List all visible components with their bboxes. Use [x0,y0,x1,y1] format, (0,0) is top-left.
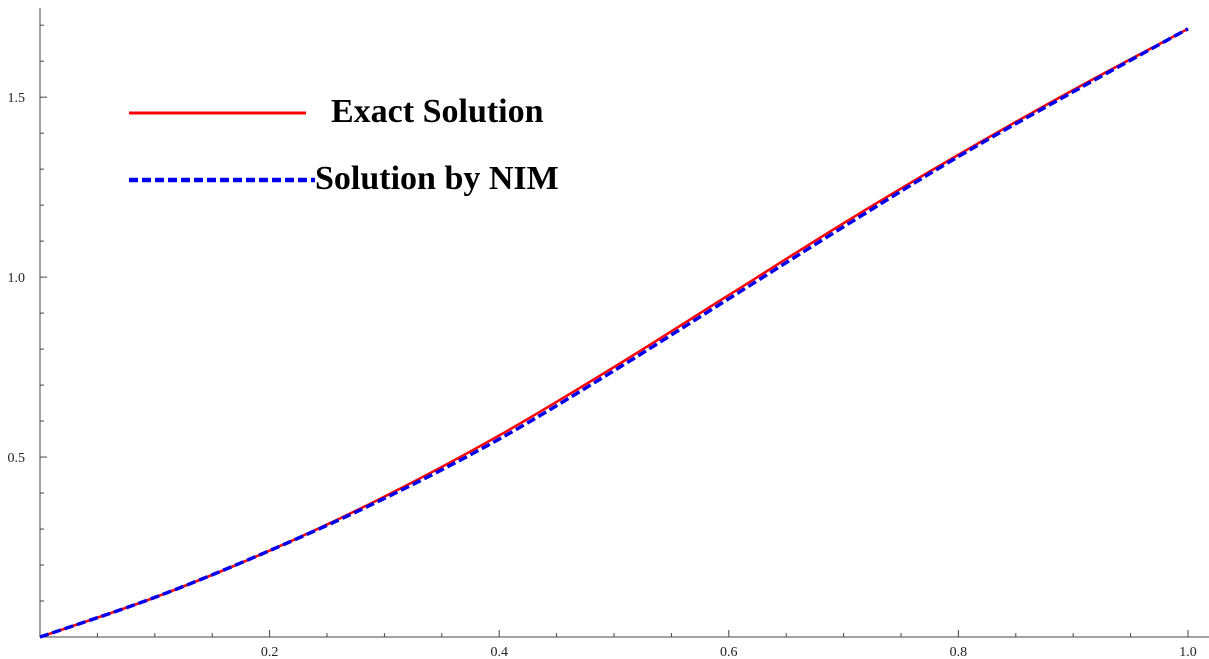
y-tick-label: 1.5 [8,91,26,106]
series-line-solution-by-nim [39,27,1189,639]
y-tick-label: 0.5 [8,451,26,466]
series-line-exact-solution [39,27,1189,639]
axes: 0.2 0.4 0.6 0.8 1.0 0.5 1.0 1.5 [8,8,1209,659]
y-tick-label: 1.0 [8,271,26,286]
x-tick-label: 1.0 [1179,645,1197,659]
legend: Exact Solution Solution by NIM [129,93,559,197]
legend-label-nim: Solution by NIM [315,160,559,197]
x-tick-label: 0.6 [720,645,738,659]
x-tick-label: 0.4 [490,645,508,659]
series-layer [39,27,1189,639]
legend-label-exact: Exact Solution [331,93,544,130]
x-tick-label: 0.2 [261,645,279,659]
x-tick-label: 0.8 [950,645,968,659]
